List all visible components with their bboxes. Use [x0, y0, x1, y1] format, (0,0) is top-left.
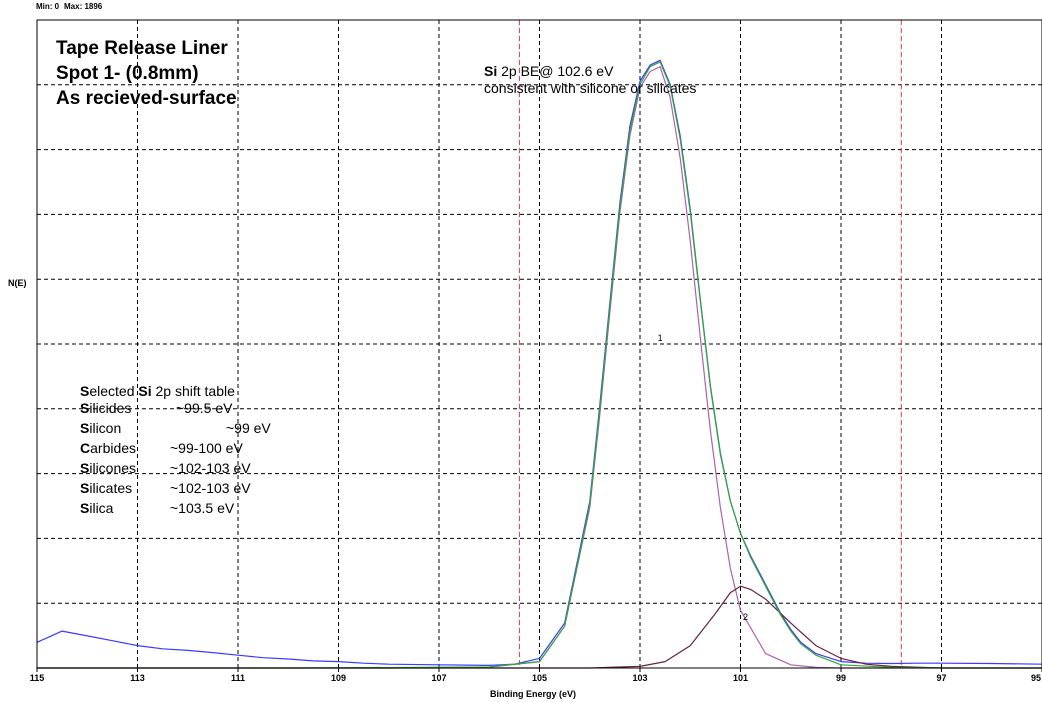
- max-label: Max: 1896: [64, 2, 103, 11]
- shift-table-heading: Selected Si 2p shift table: [80, 383, 235, 399]
- shift-table-heading-mid: elected: [89, 383, 138, 399]
- y-axis-label: N(E): [8, 278, 27, 288]
- peak-label: 2: [743, 612, 748, 622]
- raw-spectrum-line: [36, 59, 1042, 667]
- envelope-line: [37, 585, 1042, 669]
- shift-table-row-value: ~99-100 eV: [170, 440, 243, 456]
- min-label: Min: 0: [36, 2, 60, 11]
- x-tick-label: 111: [231, 673, 245, 683]
- shift-table-row-value: ~99 eV: [226, 420, 271, 436]
- shift-table-row-value: ~99.5 eV: [176, 400, 233, 416]
- grid: [37, 20, 1042, 668]
- x-tick-label: 95: [1031, 673, 1041, 683]
- title-line-2: Spot 1- (0.8mm): [56, 63, 199, 84]
- title-line-3: As recieved-surface: [56, 88, 237, 109]
- component-1-line: [37, 61, 1042, 669]
- shift-table-row-name: Silicon: [80, 420, 121, 436]
- annotation-line-2: consistent with silicone or silicates: [484, 80, 696, 96]
- x-tick-label: 109: [331, 673, 346, 683]
- shift-table-heading-initial: S: [80, 383, 89, 399]
- shift-table-row-name: Silicides: [80, 400, 131, 416]
- x-tick-label: 103: [632, 673, 647, 683]
- shift-table-heading-element: Si: [138, 383, 151, 399]
- shift-table-row-name: Carbides: [80, 440, 136, 456]
- shift-table-row-name: Silicates: [80, 480, 132, 496]
- x-tick-label: 105: [532, 673, 547, 683]
- shift-table-row-value: ~102-103 eV: [170, 460, 251, 476]
- x-tick-label: 97: [936, 673, 946, 683]
- x-axis-label: Binding Energy (eV): [490, 689, 576, 699]
- x-tick-label: 101: [733, 673, 748, 683]
- spectrum-series: [36, 59, 1042, 669]
- annotation-element: Si: [484, 63, 497, 79]
- shift-table-row-value: ~102-103 eV: [170, 480, 251, 496]
- x-tick-label: 99: [836, 673, 846, 683]
- peak-labels: 12: [658, 333, 748, 622]
- title-line-1: Tape Release Liner: [56, 38, 228, 59]
- x-tick-label: 113: [130, 673, 145, 683]
- annotation-line-1-rest: 2p BE@ 102.6 eV: [497, 63, 614, 79]
- shift-table-row-value: ~103.5 eV: [170, 500, 235, 516]
- shift-table-row-name: Silica: [80, 500, 114, 516]
- shift-table-rows: Silicides ~99.5 eV Silicon ~99 eV Carbides ~9…: [80, 400, 271, 516]
- annotation-line-1: Si 2p BE@ 102.6 eV: [484, 63, 614, 79]
- peak-label: 1: [658, 333, 663, 343]
- x-tick-labels: 115 113 111 109 107 105 103 101 99 97 95: [30, 668, 1042, 683]
- shift-table-row-name: Silicones: [80, 460, 136, 476]
- x-tick-label: 115: [30, 673, 45, 683]
- shift-table-heading-rest: 2p shift table: [152, 383, 235, 399]
- x-tick-label: 107: [431, 673, 446, 683]
- region-markers: [518, 20, 902, 668]
